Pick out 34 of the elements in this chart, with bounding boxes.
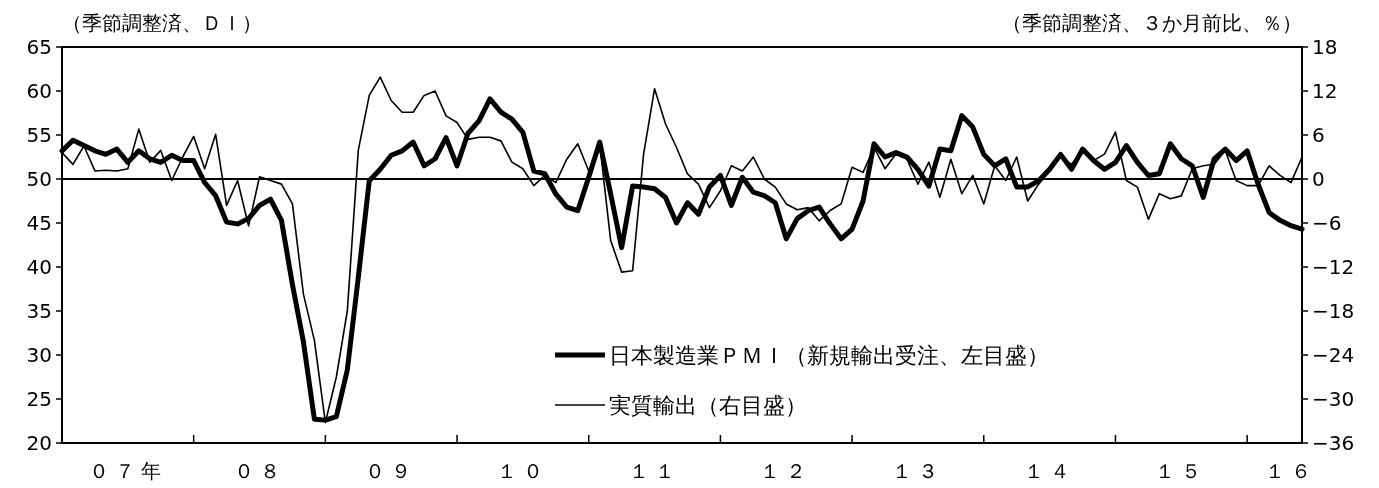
x-tick-label: １３ <box>891 459 944 483</box>
x-tick-label: ０８ <box>233 459 286 483</box>
x-tick-label: ０９ <box>365 459 418 483</box>
x-tick-label: １０ <box>496 459 549 483</box>
y-tick-label: 30 <box>26 343 52 367</box>
legend-label: 実質輸出（右目盛） <box>609 393 807 418</box>
y2-axis-title: （季節調整済、３か月前比、％） <box>1002 11 1302 35</box>
x-tick-label: １１ <box>628 459 681 483</box>
y-tick-label: 40 <box>26 255 52 279</box>
y-tick-label: 25 <box>26 387 52 411</box>
y2-tick-label: −36 <box>1312 431 1355 455</box>
y-tick-label: 20 <box>26 431 52 455</box>
y2-tick-label: −30 <box>1312 387 1355 411</box>
y2-tick-label: −24 <box>1312 343 1355 367</box>
y-tick-label: 60 <box>26 79 52 103</box>
y2-tick-label: 18 <box>1312 35 1338 59</box>
y2-tick-label: 0 <box>1312 167 1325 191</box>
x-tick-label: １２ <box>760 459 813 483</box>
y2-tick-label: −6 <box>1312 211 1342 235</box>
y-axis-title: （季節調整済、ＤＩ） <box>62 11 262 35</box>
x-tick-label: ０７年 <box>88 459 167 483</box>
y-tick-label: 45 <box>26 211 52 235</box>
y2-tick-label: 6 <box>1312 123 1325 147</box>
y-tick-label: 55 <box>26 123 52 147</box>
y-tick-label: 65 <box>26 35 52 59</box>
y2-tick-label: −18 <box>1312 299 1355 323</box>
legend-label: 日本製造業ＰＭＩ（新規輸出受注、左目盛） <box>609 343 1049 368</box>
y2-tick-label: −12 <box>1312 255 1355 279</box>
y-tick-label: 35 <box>26 299 52 323</box>
x-tick-label: １４ <box>1023 459 1076 483</box>
x-tick-label: １５ <box>1155 459 1208 483</box>
x-tick-label: １６ <box>1265 459 1318 483</box>
y2-tick-label: 12 <box>1312 79 1338 103</box>
y-tick-label: 50 <box>26 167 52 191</box>
